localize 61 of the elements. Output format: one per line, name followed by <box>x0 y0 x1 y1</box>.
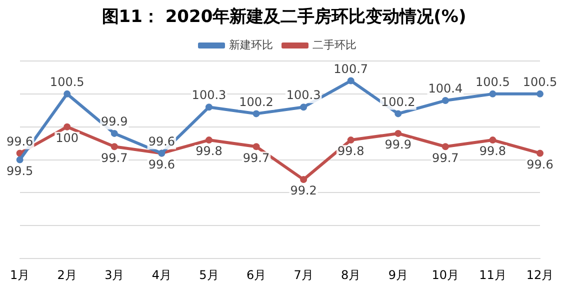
data-label: 100.5 <box>50 75 84 90</box>
x-tick-label: 2月 <box>57 268 77 282</box>
data-label: 99.6 <box>526 157 554 172</box>
point <box>205 104 212 111</box>
data-label: 99.7 <box>242 150 270 165</box>
point <box>442 143 449 150</box>
data-label: 99.8 <box>196 144 222 158</box>
data-label: 100.2 <box>239 94 274 109</box>
data-label: 99.5 <box>6 164 34 178</box>
data-label: 99.2 <box>290 184 317 198</box>
data-label: 100 <box>56 130 79 145</box>
x-tick-label: 12月 <box>526 268 554 282</box>
point <box>300 176 308 184</box>
point <box>394 110 402 118</box>
point <box>64 123 71 130</box>
point <box>300 104 308 111</box>
x-tick-label: 9月 <box>388 268 408 282</box>
point <box>64 90 71 98</box>
data-label: 100.7 <box>334 62 368 76</box>
data-label: 100.2 <box>380 94 416 109</box>
point <box>252 110 260 118</box>
data-label: 100.4 <box>428 82 463 96</box>
x-tick-label: 3月 <box>104 268 124 282</box>
x-tick-label: 1月 <box>10 268 30 282</box>
data-label: 100.3 <box>286 88 321 102</box>
point <box>347 77 354 84</box>
data-label: 99.8 <box>479 144 506 158</box>
x-tick-label: 6月 <box>246 268 266 282</box>
data-label: 99.7 <box>101 150 128 165</box>
data-label: 99.7 <box>432 150 459 165</box>
point <box>110 143 118 150</box>
data-label: 100.5 <box>522 75 558 90</box>
chart-title: 图11： 2020年新建及二手房环比变动情况(%) <box>100 6 468 29</box>
data-label: 99.6 <box>148 157 176 172</box>
data-label: 99.6 <box>6 134 34 148</box>
point <box>205 136 212 144</box>
x-tick-label: 8月 <box>341 268 361 282</box>
point <box>16 150 24 157</box>
x-tick-label: 5月 <box>199 268 219 282</box>
point <box>394 130 402 137</box>
point <box>16 156 24 164</box>
legend-label: 新建环比 <box>229 38 273 52</box>
legend-label: 二手环比 <box>312 38 356 52</box>
data-label: 100.5 <box>476 75 510 90</box>
data-label: 99.9 <box>101 114 128 129</box>
data-label: 99.9 <box>384 138 412 152</box>
point <box>347 136 354 144</box>
x-tick-label: 7月 <box>294 268 314 282</box>
point <box>442 97 449 104</box>
data-label: 99.6 <box>148 134 176 148</box>
point <box>110 130 118 137</box>
x-tick-label: 11月 <box>479 268 506 282</box>
point <box>489 90 496 98</box>
point <box>536 90 544 98</box>
point <box>489 136 496 144</box>
point <box>252 143 260 150</box>
data-label: 99.8 <box>337 144 364 158</box>
point <box>536 150 544 157</box>
x-tick-label: 10月 <box>432 268 460 282</box>
x-tick-label: 4月 <box>152 268 172 282</box>
data-label: 100.3 <box>192 88 226 102</box>
